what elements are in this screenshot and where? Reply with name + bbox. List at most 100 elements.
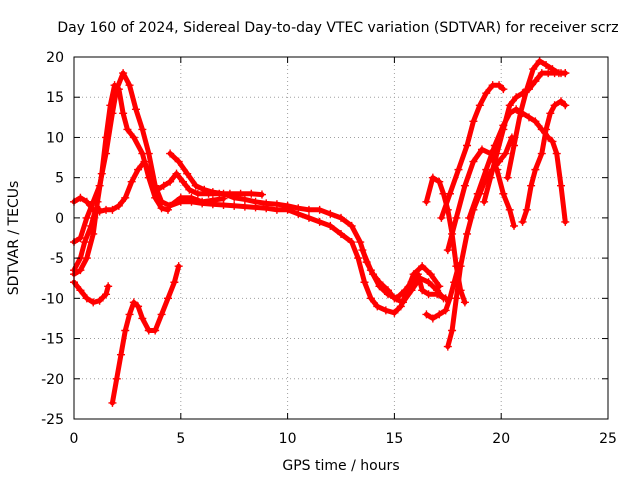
data-point	[230, 193, 239, 202]
axis-ticks	[73, 56, 609, 420]
data-point	[200, 185, 209, 194]
data-point	[373, 302, 382, 311]
data-point	[347, 221, 356, 230]
data-point	[146, 173, 155, 182]
data-point	[557, 97, 566, 106]
data-point	[121, 193, 130, 202]
data-point	[159, 181, 168, 190]
data-point	[428, 173, 437, 182]
data-point	[272, 205, 281, 214]
data-point	[166, 177, 175, 186]
x-tick-label: 5	[176, 431, 185, 447]
data-point	[178, 177, 187, 186]
data-point	[102, 149, 111, 158]
data-point	[512, 105, 521, 114]
data-point	[375, 282, 384, 291]
data-point	[123, 125, 132, 134]
data-point	[546, 109, 555, 118]
data-point	[119, 109, 128, 118]
data-point	[452, 213, 461, 222]
y-tick-label: 20	[46, 50, 64, 66]
data-point	[469, 157, 478, 166]
data-point	[552, 149, 561, 158]
y-tick-label: -10	[41, 291, 64, 307]
data-point	[516, 109, 525, 118]
data-point	[76, 234, 85, 242]
x-tick-label: 20	[492, 431, 510, 447]
data-point	[95, 296, 104, 305]
data-point	[522, 205, 531, 214]
data-point	[125, 81, 134, 90]
series-pass-5	[70, 278, 113, 307]
data-point	[95, 181, 104, 190]
data-point	[87, 221, 96, 230]
data-point	[435, 177, 444, 186]
data-point	[518, 217, 527, 226]
data-point	[499, 189, 508, 198]
data-point	[542, 125, 551, 134]
data-point	[108, 398, 117, 407]
series-pass-17	[503, 57, 570, 182]
data-point	[112, 374, 121, 383]
data-point	[482, 89, 491, 98]
series-line	[71, 279, 111, 305]
data-point	[185, 185, 194, 194]
x-tick-label: 25	[599, 431, 617, 447]
data-point	[240, 202, 249, 211]
data-point	[144, 149, 153, 158]
data-point	[537, 149, 546, 158]
data-point	[456, 262, 465, 271]
data-point	[482, 165, 491, 174]
data-point	[401, 286, 410, 295]
data-point	[424, 290, 433, 299]
data-point	[337, 229, 345, 238]
data-point	[531, 77, 540, 86]
data-point	[187, 197, 196, 206]
data-point	[219, 201, 228, 210]
data-point	[557, 181, 566, 190]
data-point	[505, 101, 514, 110]
series-pass-9	[358, 246, 450, 303]
y-tick-label: 15	[46, 90, 64, 106]
x-tick-label: 10	[279, 431, 297, 447]
data-point	[134, 302, 143, 311]
data-point	[465, 213, 474, 222]
data-point	[422, 310, 431, 319]
data-point	[121, 326, 130, 335]
data-point	[354, 254, 363, 263]
series-line	[109, 263, 182, 406]
data-point	[475, 101, 484, 110]
data-point	[433, 290, 442, 299]
data-point	[499, 85, 508, 94]
data-point	[102, 290, 111, 299]
data-point	[326, 221, 335, 230]
data-point	[104, 282, 113, 291]
data-point	[422, 197, 431, 206]
y-tick-label: -20	[41, 372, 64, 388]
data-point	[157, 310, 166, 319]
data-point	[366, 266, 375, 275]
data-point	[172, 169, 181, 178]
y-axis-label: SDTVAR / TECUs	[6, 181, 22, 296]
data-point	[125, 310, 134, 319]
series-pass-13	[437, 81, 508, 222]
data-point	[174, 157, 183, 166]
data-point	[208, 188, 217, 197]
data-point	[127, 177, 136, 186]
data-point	[477, 145, 486, 154]
data-point	[480, 197, 489, 206]
data-point	[153, 185, 162, 194]
x-tick-label: 15	[385, 431, 403, 447]
data-point	[240, 195, 249, 204]
data-point	[435, 310, 444, 319]
series-line	[466, 106, 568, 225]
data-point	[183, 169, 192, 178]
data-point	[89, 298, 98, 307]
data-point	[134, 165, 143, 174]
data-point	[198, 199, 207, 208]
data-point	[360, 278, 369, 287]
data-point	[366, 294, 375, 303]
data-point	[441, 306, 450, 315]
data-point	[251, 203, 260, 212]
data-point	[499, 125, 508, 134]
